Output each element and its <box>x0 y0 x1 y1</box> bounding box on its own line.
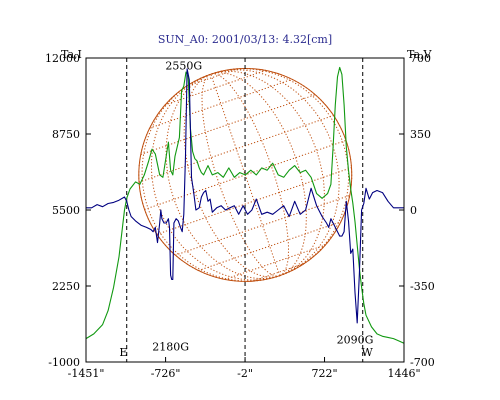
axis-ticks: -1451" -726" -2" 722" 1446" 12000 8750 5500 2250… <box>45 52 435 380</box>
y-right-tick-label: -350 <box>410 280 435 293</box>
y-right-tick-label: 350 <box>410 128 431 141</box>
dashed-guides <box>126 58 364 362</box>
disk-latitude-line <box>138 115 334 183</box>
disk-longitude-line <box>141 73 280 282</box>
y-left-tick-label: 8750 <box>52 128 80 141</box>
x-tick-label: 1446" <box>387 367 420 380</box>
series-line-intensity <box>85 66 405 344</box>
x-tick-label: -726" <box>151 367 181 380</box>
disk-longitude-line <box>183 73 280 278</box>
disk-longitude-line <box>201 73 280 277</box>
series-line-polarization <box>86 68 404 324</box>
disk-longitude-line <box>210 72 307 277</box>
chart-title: SUN_A0: 2001/03/13: 4.32[cm] <box>158 33 332 46</box>
y-left-tick-label: 5500 <box>52 204 80 217</box>
disk-longitude-line <box>210 68 349 277</box>
disk-longitude-line <box>165 73 280 279</box>
x-tick-label: 722" <box>311 367 337 380</box>
right-axis-label: Ta,V <box>407 48 433 61</box>
y-left-tick-label: 2250 <box>52 280 80 293</box>
disk-longitude-line <box>210 69 340 277</box>
left-axis-label: Ta,I <box>61 48 82 61</box>
disk-longitude-line <box>151 73 280 281</box>
data-series <box>85 66 405 344</box>
disk-latitude-line <box>252 262 305 282</box>
y-right-tick-label: 0 <box>410 204 417 217</box>
disk-longitude-line <box>210 70 325 277</box>
x-tick-label: -2" <box>237 367 253 380</box>
annotation-label: E <box>119 346 127 359</box>
y-right-tick-label: 700 <box>410 52 431 65</box>
disk-longitude-line <box>138 73 280 282</box>
y-right-tick-label: -700 <box>410 356 435 369</box>
y-left-tick-label: -1000 <box>48 356 80 369</box>
disk-latitude-line <box>149 78 293 129</box>
disk-longitude-line <box>210 73 289 277</box>
annotation-label: 2550G <box>165 60 202 73</box>
y-left-tick-label: 12000 <box>45 52 80 65</box>
annotation-label: 2090G <box>337 333 374 346</box>
annotation-label: W <box>361 346 373 359</box>
annotations: 2550G 2180G 2090G E W <box>119 60 373 359</box>
x-tick-label: -1451" <box>68 367 105 380</box>
annotation-label: 2180G <box>152 340 189 353</box>
